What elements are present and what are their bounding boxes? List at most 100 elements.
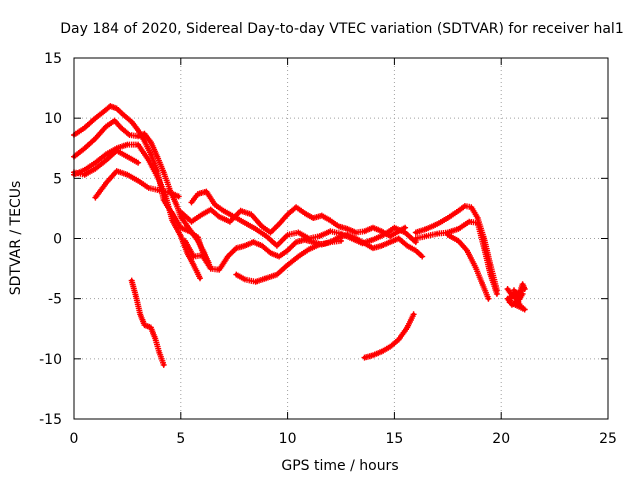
data-point <box>161 170 166 175</box>
data-point <box>176 194 181 199</box>
data-point <box>136 178 140 183</box>
data-point <box>424 227 429 231</box>
data-point <box>505 296 510 301</box>
data-point <box>179 234 183 238</box>
data-point <box>520 292 525 296</box>
data-point <box>82 126 87 130</box>
data-point <box>179 210 183 214</box>
data-point <box>228 219 232 224</box>
data-point <box>142 139 147 143</box>
y-tick-label: -5 <box>48 292 62 308</box>
data-point <box>379 349 384 354</box>
data-point <box>294 205 298 209</box>
data-point <box>93 166 98 171</box>
data-point <box>226 254 230 259</box>
data-point <box>243 243 247 248</box>
data-point <box>420 254 425 259</box>
data-point <box>108 104 113 108</box>
data-point <box>362 355 367 360</box>
data-point <box>510 302 514 307</box>
data-point <box>93 160 98 165</box>
data-point <box>136 134 140 138</box>
data-point <box>189 219 194 224</box>
data-point <box>191 263 196 267</box>
data-point <box>302 237 307 242</box>
data-point <box>411 312 416 317</box>
data-point <box>208 266 213 271</box>
data-point <box>232 215 236 219</box>
data-point <box>93 136 98 141</box>
data-point <box>339 239 343 243</box>
data-point <box>93 116 98 120</box>
data-point <box>125 154 130 159</box>
data-point <box>147 186 151 190</box>
x-tick-label: 0 <box>70 431 79 447</box>
data-point <box>424 234 429 238</box>
data-point <box>104 152 108 157</box>
x-tick-label: 20 <box>492 431 510 447</box>
data-point <box>480 281 484 285</box>
data-point <box>260 243 264 248</box>
series-track-12 <box>444 231 492 302</box>
data-point <box>414 230 418 235</box>
data-point <box>93 195 98 200</box>
data-point <box>465 248 469 253</box>
data-point <box>403 225 407 230</box>
data-point <box>264 276 269 281</box>
data-point <box>414 248 418 253</box>
chart-title: Day 184 of 2020, Sidereal Day-to-day VTE… <box>60 21 623 37</box>
data-point <box>268 251 273 255</box>
data-point <box>253 227 258 231</box>
series-track-15 <box>361 311 417 361</box>
data-point <box>149 140 153 144</box>
data-point <box>114 148 119 153</box>
data-point <box>475 221 480 225</box>
data-point <box>104 158 108 163</box>
x-tick-label: 10 <box>279 431 297 447</box>
data-point <box>475 216 480 220</box>
data-point <box>114 169 119 173</box>
data-point <box>125 172 130 177</box>
x-tick-label: 15 <box>385 431 403 447</box>
data-point <box>379 229 384 234</box>
data-point <box>251 240 256 244</box>
x-tick-label: 5 <box>176 431 185 447</box>
data-point <box>221 209 226 213</box>
data-point <box>507 300 512 305</box>
data-point <box>463 204 467 208</box>
data-point <box>82 172 87 177</box>
data-point <box>157 178 162 183</box>
data-point <box>277 254 281 259</box>
data-point <box>136 160 140 165</box>
data-point <box>317 234 322 238</box>
data-point <box>285 212 290 217</box>
data-point <box>371 246 375 250</box>
data-point <box>337 224 341 229</box>
data-point <box>161 363 166 367</box>
series-track-14 <box>128 277 167 368</box>
data-point <box>362 241 367 246</box>
data-point <box>264 234 269 238</box>
data-point <box>482 246 486 250</box>
axis-ticks: 0 5 10 15 20 25 -15 -10 -5 0 5 10 15 <box>39 51 617 447</box>
data-point <box>243 277 247 282</box>
data-point <box>345 233 350 237</box>
data-point <box>311 240 316 244</box>
data-point <box>174 203 179 207</box>
data-point <box>238 209 243 213</box>
data-point <box>362 229 367 234</box>
y-tick-label: 0 <box>53 232 62 248</box>
data-point <box>82 168 87 172</box>
data-point <box>114 106 119 111</box>
data-point <box>473 265 478 270</box>
data-point <box>136 142 140 147</box>
data-point <box>234 246 239 250</box>
data-point <box>147 158 151 163</box>
data-point <box>277 222 281 226</box>
data-point <box>522 307 527 312</box>
data-point <box>405 243 410 248</box>
data-point <box>456 227 461 231</box>
data-point <box>354 230 358 235</box>
data-point <box>164 194 168 199</box>
data-point <box>187 227 192 231</box>
